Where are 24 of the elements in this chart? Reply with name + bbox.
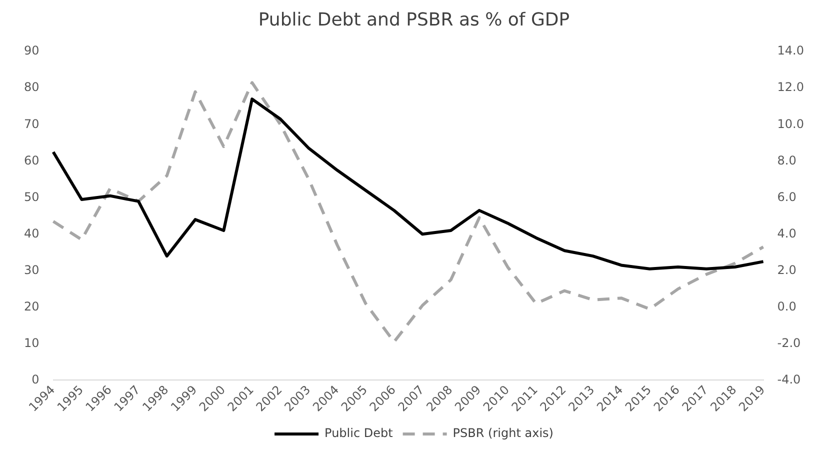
legend-label: Public Debt <box>324 426 394 440</box>
y-tick-label: 20 <box>24 299 40 314</box>
y-tick-label: 50 <box>24 190 40 204</box>
y2-tick-label: 4.0 <box>777 226 796 240</box>
y2-tick-label: 8.0 <box>777 153 796 168</box>
y-tick-label: 40 <box>24 226 40 240</box>
chart-title: Public Debt and PSBR as % of GDP <box>258 9 570 30</box>
y2-tick-label: -2.0 <box>777 336 801 350</box>
y-tick-label: 10 <box>24 336 40 350</box>
legend-label: PSBR (right axis) <box>452 426 554 440</box>
y-tick-label: 90 <box>24 44 40 58</box>
y2-tick-label: 6.0 <box>777 190 796 204</box>
y2-tick-label: 12.0 <box>777 80 804 94</box>
y2-tick-label: 0.0 <box>777 299 796 314</box>
line-series <box>52 81 765 344</box>
y2-tick-label: 14.0 <box>777 44 804 58</box>
y-tick-label: 70 <box>24 116 40 131</box>
y-tick-label: 60 <box>24 153 40 168</box>
y2-tick-label: 10.0 <box>777 116 804 131</box>
y-tick-label: 80 <box>24 80 40 94</box>
y2-tick-label: -4.0 <box>777 372 801 386</box>
y-tick-label: 0 <box>32 372 40 386</box>
y2-tick-label: 2.0 <box>777 262 796 277</box>
y-tick-label: 30 <box>24 262 40 277</box>
